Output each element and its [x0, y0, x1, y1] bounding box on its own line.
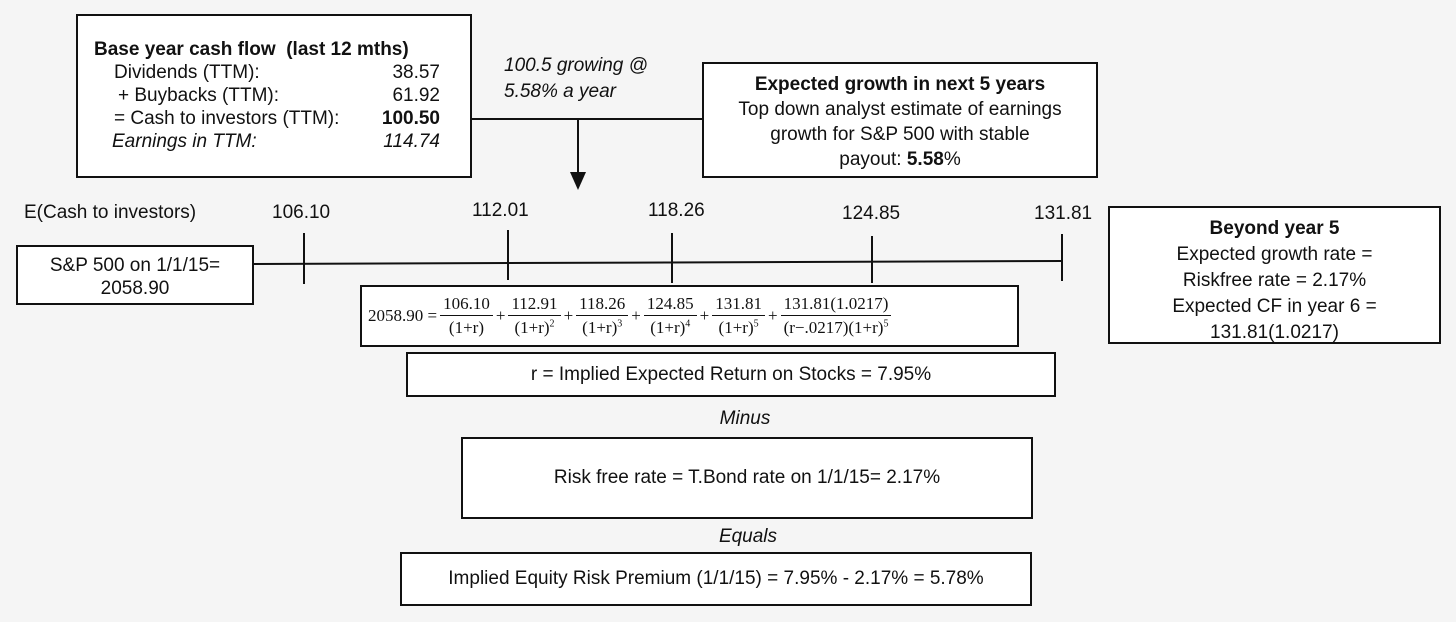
beyond-line3: Expected CF in year 6 = — [1172, 296, 1377, 317]
cash-flow-year-2: 112.01 — [472, 200, 529, 221]
cash-to-investors-value: 100.50 — [381, 108, 440, 129]
growth-note-line2: 5.58% a year — [504, 81, 616, 102]
cash-to-investors-label: = Cash to investors (TTM): — [114, 108, 340, 129]
cash-flow-year-3: 118.26 — [648, 200, 705, 221]
term-3: 118.26 (1+r)3 — [576, 294, 629, 338]
base-year-title: Base year cash flow (last 12 mths) — [94, 39, 409, 60]
expected-growth-line2: growth for S&P 500 with stable — [770, 124, 1030, 145]
expected-growth-line1: Top down analyst estimate of earnings — [738, 99, 1062, 120]
implied-return-box: r = Implied Expected Return on Stocks = … — [406, 352, 1056, 397]
minus-label: Minus — [719, 408, 771, 429]
cash-to-investors-row: = Cash to investors (TTM): 100.50 — [94, 107, 456, 130]
term-1: 106.10 (1+r) — [440, 294, 493, 338]
beyond-line1: Expected growth rate = — [1176, 244, 1373, 265]
beyond-title: Beyond year 5 — [1209, 218, 1340, 239]
cash-flow-year-1: 106.10 — [272, 202, 331, 223]
plus-sign: + — [767, 306, 778, 325]
equity-risk-premium-text: Implied Equity Risk Premium (1/1/15) = 7… — [448, 568, 984, 589]
term-2: 112.91 (1+r)2 — [508, 294, 561, 338]
beyond-line2: Riskfree rate = 2.17% — [1182, 270, 1367, 291]
payout-suffix: % — [943, 149, 961, 170]
beyond-year-5-box: Beyond year 5 Expected growth rate = Ris… — [1108, 206, 1441, 344]
down-arrow-icon — [570, 172, 586, 190]
earnings-label: Earnings in TTM: — [112, 131, 257, 152]
earnings-value: 114.74 — [383, 131, 440, 152]
buybacks-value: 61.92 — [392, 85, 440, 106]
equation-lhs: 2058.90 = — [368, 306, 438, 325]
term-4: 124.85 (1+r)4 — [643, 294, 697, 338]
dividends-value: 38.57 — [392, 62, 440, 83]
buybacks-row: + Buybacks (TTM): 61.92 — [94, 84, 456, 107]
expected-growth-box: Expected growth in next 5 years Top down… — [702, 62, 1098, 178]
earnings-row: Earnings in TTM: 114.74 — [94, 130, 456, 153]
implied-return-text: r = Implied Expected Return on Stocks = … — [530, 364, 932, 385]
growth-note-line1: 100.5 growing @ — [504, 55, 648, 76]
connector-line — [472, 118, 704, 120]
risk-free-box: Risk free rate = T.Bond rate on 1/1/15= … — [461, 437, 1033, 519]
cash-flow-year-4: 124.85 — [842, 203, 901, 224]
expected-growth-title: Expected growth in next 5 years — [754, 74, 1046, 95]
plus-sign: + — [495, 306, 506, 325]
base-year-cash-flow-box: Base year cash flow (last 12 mths) Divid… — [76, 14, 472, 178]
expected-growth-line3: payout: 5.58% — [704, 147, 1096, 172]
plus-sign: + — [563, 306, 574, 325]
dividends-label: Dividends (TTM): — [114, 62, 260, 83]
terminal-value-term: 131.81(1.0217) (r−.0217)(1+r)5 — [780, 294, 892, 338]
buybacks-label: + Buybacks (TTM): — [118, 85, 279, 106]
equity-risk-premium-box: Implied Equity Risk Premium (1/1/15) = 7… — [400, 552, 1032, 606]
sp500-box: S&P 500 on 1/1/15= 2058.90 — [16, 245, 254, 305]
equation-box: 2058.90 = 106.10 (1+r) + 112.91 (1+r)2 + 1… — [360, 285, 1019, 347]
timeline-label: E(Cash to investors) — [24, 202, 197, 223]
payout-prefix: payout: — [839, 149, 907, 170]
sp500-line2: 2058.90 — [100, 278, 170, 299]
cash-flow-year-5: 131.81 — [1034, 203, 1093, 224]
dividends-row: Dividends (TTM): 38.57 — [94, 61, 456, 84]
payout-value: 5.58 — [906, 149, 944, 170]
plus-sign: + — [631, 306, 641, 325]
risk-free-text: Risk free rate = T.Bond rate on 1/1/15= … — [553, 467, 941, 488]
term-5: 131.81 (1+r)5 — [712, 294, 765, 338]
arrow-shaft — [577, 119, 579, 177]
beyond-line4: 131.81(1.0217) — [1210, 322, 1339, 343]
plus-sign: + — [699, 306, 710, 325]
equals-label: Equals — [718, 526, 778, 547]
sp500-line1: S&P 500 on 1/1/15= — [49, 255, 221, 276]
